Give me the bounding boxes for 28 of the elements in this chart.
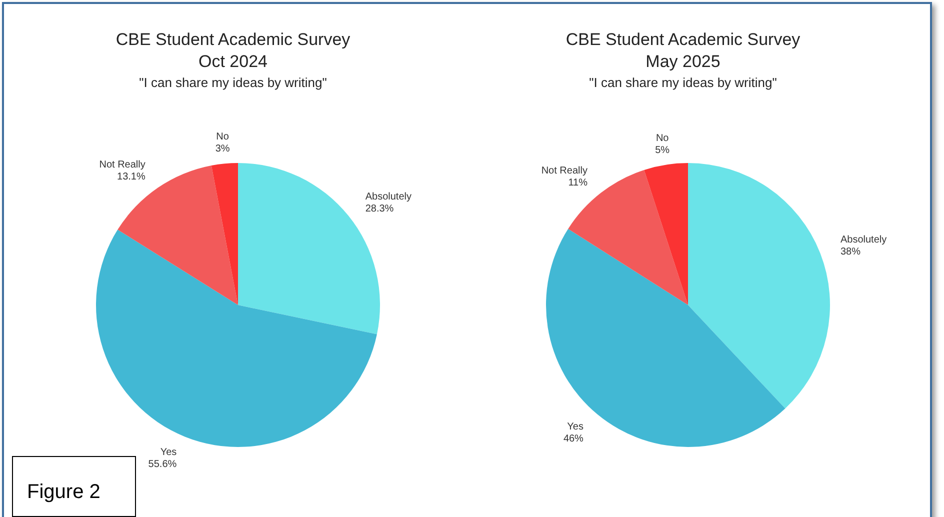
pie-slice [96,230,377,447]
chart-subtitle: Oct 2024 [198,52,268,72]
pie-slice [211,163,238,305]
data-label: 55.6% [148,459,177,470]
slice-label: Absolutely [840,234,887,246]
chart-title: CBE Student Academic Survey [564,30,802,50]
data-label: 38% [840,246,861,258]
text: "I can share my ideas by writing" [588,75,778,90]
slice-label: Yes [160,447,177,458]
slice-label: Not Really [99,160,146,171]
data-label: 28.3% [365,204,394,215]
slice-label: Not Really [541,165,588,176]
pie-slice [546,228,786,447]
chart-title: CBE Student Academic Survey [114,30,352,50]
data-label: 5% [655,145,670,156]
text: "I can share my ideas by writing" [138,75,328,90]
data-label: 3% [215,144,230,155]
slice-label: No [656,133,670,144]
slice-label: Absolutely [365,192,412,203]
caption: Figure 2 [12,456,136,517]
slice-label: No [216,132,230,143]
data-label: 46% [563,433,584,444]
chart-subtitle: May 2025 [644,52,722,72]
pie-slice [688,163,830,409]
pie-slice [644,163,688,305]
data-label: 11% [568,177,588,188]
data-label: 13.1% [117,172,146,183]
slice-label: Yes [567,421,584,432]
